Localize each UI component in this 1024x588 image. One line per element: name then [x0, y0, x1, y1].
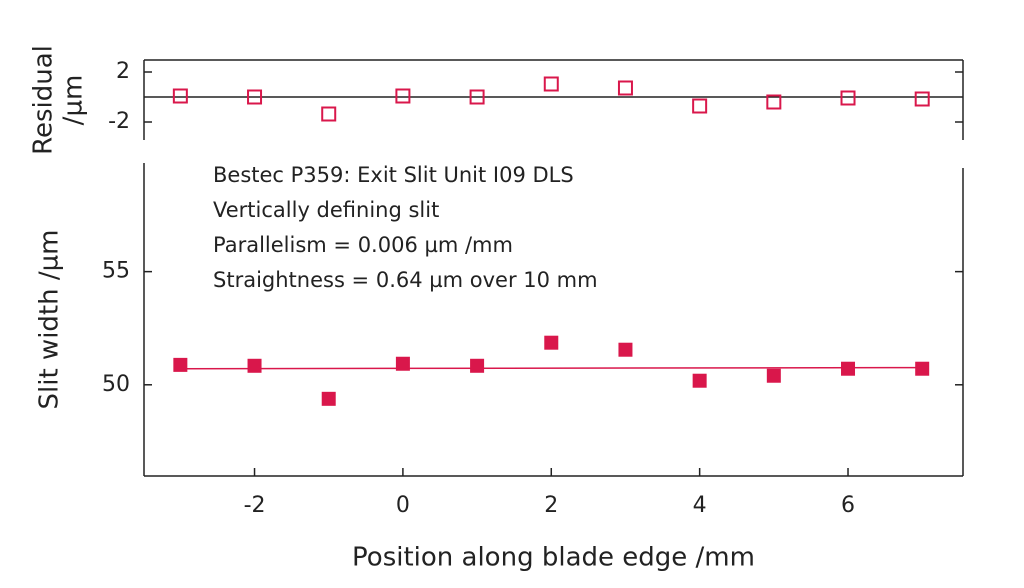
- x-axis-label: Position along blade edge /mm: [352, 543, 755, 573]
- data-point: [841, 361, 856, 376]
- y-tick-label: 50: [102, 372, 130, 397]
- y-axis-label: Slit width /µm: [35, 230, 65, 410]
- x-tick-label: -2: [244, 493, 266, 518]
- y-axis-label: /µm: [59, 75, 89, 126]
- data-point: [840, 90, 856, 106]
- y-tick-label: 55: [102, 259, 130, 284]
- data-point: [469, 89, 485, 105]
- data-point: [173, 357, 188, 372]
- y-axis-label: Residual: [29, 45, 59, 155]
- data-point: [172, 88, 188, 104]
- data-point: [915, 361, 930, 376]
- data-point: [543, 76, 559, 92]
- data-point: [692, 373, 707, 388]
- data-point: [470, 358, 485, 373]
- data-point: [766, 368, 781, 383]
- data-point: [914, 91, 930, 107]
- annotation: Straightness = 0.64 µm over 10 mm: [213, 268, 598, 292]
- x-tick-label: 0: [396, 493, 410, 518]
- data-point: [617, 80, 633, 96]
- data-point: [247, 358, 262, 373]
- y-tick-label: -2: [108, 109, 130, 134]
- x-tick-label: 4: [693, 493, 707, 518]
- fit-line: [180, 366, 923, 370]
- y-tick-label: 2: [116, 59, 130, 84]
- data-point: [618, 342, 633, 357]
- data-point: [321, 391, 336, 406]
- data-point: [395, 356, 410, 371]
- data-point: [766, 94, 782, 110]
- data-point: [544, 335, 559, 350]
- x-tick-label: 6: [841, 493, 855, 518]
- data-point: [247, 89, 263, 105]
- annotation: Bestec P359: Exit Slit Unit I09 DLS: [213, 163, 574, 187]
- data-point: [395, 88, 411, 104]
- data-point: [692, 98, 708, 114]
- annotation: Vertically defining slit: [213, 198, 439, 222]
- x-tick-label: 2: [544, 493, 558, 518]
- data-point: [321, 106, 337, 122]
- annotation: Parallelism = 0.006 µm /mm: [213, 233, 513, 257]
